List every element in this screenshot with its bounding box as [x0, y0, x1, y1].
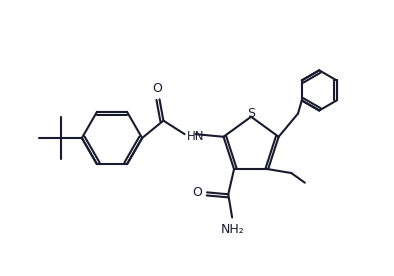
- Text: O: O: [193, 186, 203, 199]
- Text: S: S: [247, 107, 255, 120]
- Text: O: O: [152, 82, 163, 95]
- Text: NH₂: NH₂: [220, 223, 244, 236]
- Text: HN: HN: [187, 129, 204, 143]
